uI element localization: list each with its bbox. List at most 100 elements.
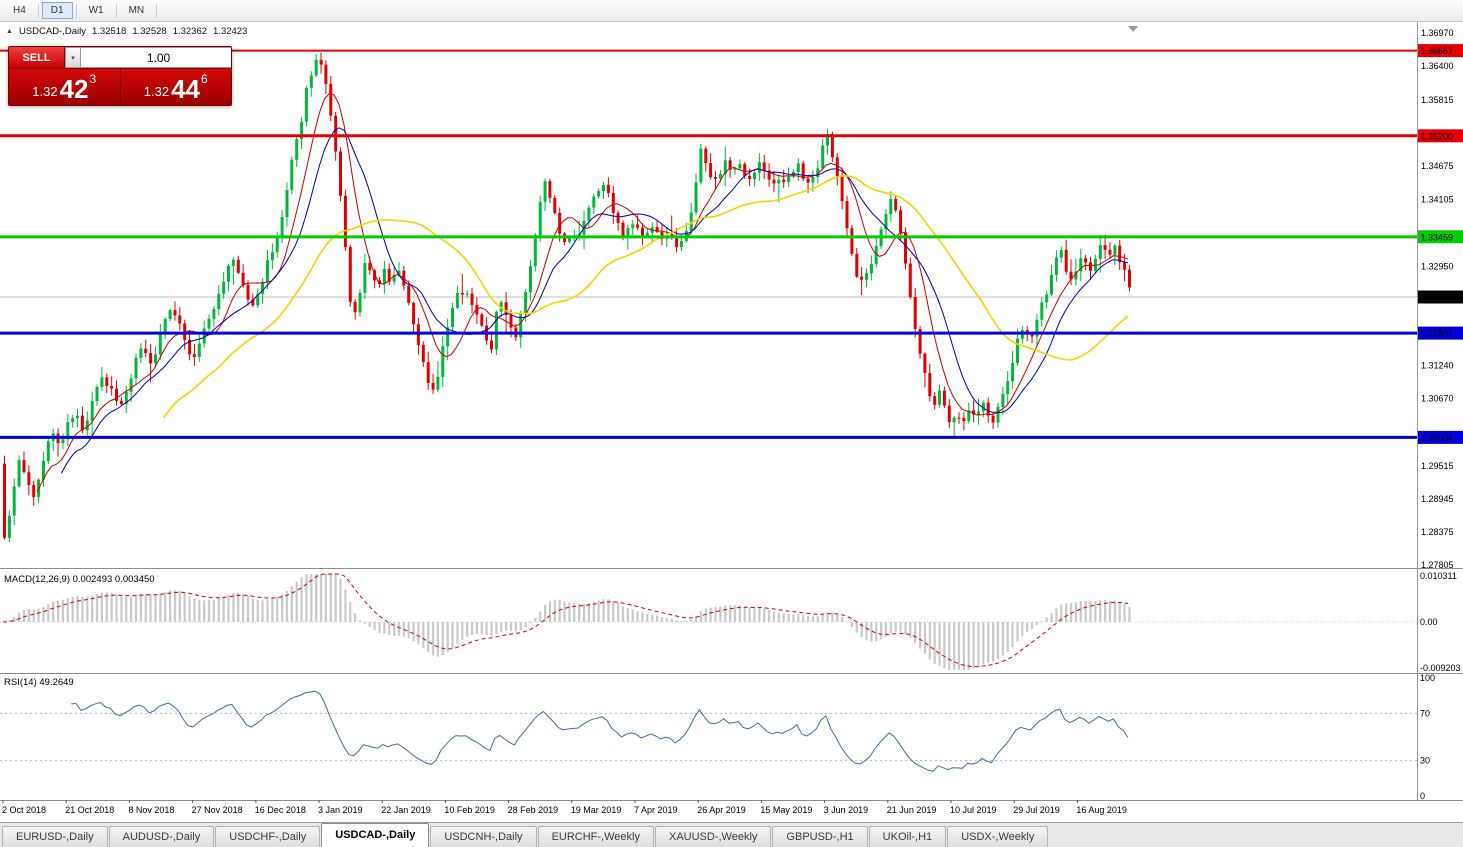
svg-text:27 Nov 2018: 27 Nov 2018 [192,805,243,815]
svg-text:1.33459: 1.33459 [1421,232,1454,242]
svg-text:22 Jan 2019: 22 Jan 2019 [381,805,431,815]
svg-text:1.32950: 1.32950 [1421,261,1454,271]
svg-text:10 Feb 2019: 10 Feb 2019 [444,805,495,815]
sell-price-button[interactable]: 1.32 42 3 [9,69,120,105]
toolbar-separator [37,3,39,18]
svg-text:10 Jul 2019: 10 Jul 2019 [950,805,997,815]
svg-text:15 May 2019: 15 May 2019 [760,805,812,815]
chart-tab-bar: EURUSD-,Daily AUDUSD-,Daily USDCHF-,Daily U… [0,822,1463,847]
chart-tab-usdchf-daily[interactable]: USDCHF-,Daily [215,826,321,847]
quote-low: 1.32362 [172,26,208,37]
svg-text:1.29515: 1.29515 [1421,461,1454,471]
chart-tab-usdcad-daily[interactable]: USDCAD-,Daily [321,823,430,847]
svg-text:30: 30 [1420,756,1430,766]
svg-text:1.34105: 1.34105 [1421,194,1454,204]
price-pane[interactable] [0,52,1417,543]
svg-text:1.35200: 1.35200 [1421,131,1454,141]
one-click-trading-panel: SELL ▾ ▴ BUY 1.32 42 3 1.32 44 6 [8,46,232,106]
svg-text:1.32423: 1.32423 [1421,293,1454,303]
timeframe-button-w1[interactable]: W1 [80,2,113,19]
rsi-line [71,690,1129,772]
macd-signal-line [2,573,1129,668]
svg-text:0.00: 0.00 [1420,617,1438,627]
macd-title: MACD(12,26,9) 0.002493 0.003450 [4,574,155,585]
chart-canvas[interactable]: 1.36970 1.36400 1.35815 1.34675 1.34105 1.329… [0,22,1463,822]
svg-text:1.30004: 1.30004 [1421,433,1454,443]
svg-text:1.34675: 1.34675 [1421,161,1454,171]
svg-text:26 Apr 2019: 26 Apr 2019 [697,805,746,815]
svg-text:70: 70 [1420,708,1430,718]
svg-text:-0.009203: -0.009203 [1420,663,1461,673]
svg-text:21 Oct 2018: 21 Oct 2018 [65,805,114,815]
timeframe-toolbar: H4 D1 W1 MN [0,0,1463,22]
sell-button[interactable]: SELL [9,47,65,68]
rsi-pane[interactable] [0,690,1417,772]
svg-text:19 Mar 2019: 19 Mar 2019 [571,805,622,815]
bid-big-digits: 42 [59,74,89,104]
quote-high: 1.32528 [132,26,167,37]
buy-price-button[interactable]: 1.32 44 6 [119,69,232,105]
chart-tab-ukoil-h1[interactable]: UKOil-,H1 [868,826,947,847]
quote-open: 1.32518 [91,26,127,37]
one-click-collapse-arrow-icon[interactable]: ▲ [6,28,13,35]
ma-mid-line [60,127,1129,474]
chart-tab-audusd-daily[interactable]: AUDUSD-,Daily [108,826,215,847]
chart-tab-gbpusd-h1[interactable]: GBPUSD-,H1 [772,826,868,847]
svg-text:1.31240: 1.31240 [1421,361,1454,371]
pane-titles: MACD(12,26,9) 0.002493 0.003450 RSI(14) 4… [4,574,155,688]
horizontal-levels[interactable] [0,49,1417,439]
svg-text:29 Jul 2019: 29 Jul 2019 [1013,805,1060,815]
symbol-info: ▲ USDCAD-,Daily 1.32518 1.32528 1.32362 … [6,26,247,37]
rsi-axis: 100 70 30 0 [1420,673,1435,801]
svg-text:2 Oct 2018: 2 Oct 2018 [2,805,46,815]
svg-text:0: 0 [1420,791,1425,801]
svg-text:1.36400: 1.36400 [1421,61,1454,71]
svg-text:28 Feb 2019: 28 Feb 2019 [508,805,559,815]
chart-tab-usdx-weekly[interactable]: USDX-,Weekly [947,826,1049,847]
chart-shift-marker-icon[interactable] [1128,26,1138,32]
chart-tab-usdcnh-daily[interactable]: USDCNH-,Daily [430,826,537,847]
svg-text:7 Apr 2019: 7 Apr 2019 [634,805,678,815]
chart-tab-xauusd-weekly[interactable]: XAUUSD-,Weekly [654,826,772,847]
volume-input[interactable] [81,47,231,68]
svg-text:1.30670: 1.30670 [1421,394,1454,404]
timeframe-button-d1[interactable]: D1 [41,2,73,19]
toolbar-separator [156,3,158,18]
macd-pane[interactable] [0,573,1417,670]
ask-sup-digit: 6 [201,72,208,86]
svg-text:1.36970: 1.36970 [1421,28,1454,38]
chart-tab-eurusd-daily[interactable]: EURUSD-,Daily [2,826,108,847]
volume-decrease-button[interactable]: ▾ [65,47,81,68]
svg-text:16 Aug 2019: 16 Aug 2019 [1076,805,1127,815]
macd-axis: 0.010311 0.00 -0.009203 [1420,571,1461,673]
toolbar-separator [75,3,77,18]
svg-text:16 Dec 2018: 16 Dec 2018 [255,805,306,815]
timeframe-button-mn[interactable]: MN [120,2,154,19]
chart-area[interactable]: 1.36970 1.36400 1.35815 1.34675 1.34105 1.329… [0,22,1463,822]
pane-separators[interactable] [0,22,1463,801]
one-click-prices: 1.32 42 3 1.32 44 6 [9,68,231,105]
toolbar-separator [115,3,117,18]
svg-text:21 Jun 2019: 21 Jun 2019 [887,805,937,815]
svg-text:1.28375: 1.28375 [1421,527,1454,537]
svg-text:1.31801: 1.31801 [1421,329,1454,339]
time-axis: 2 Oct 2018 21 Oct 2018 8 Nov 2018 27 Nov 20… [2,800,1127,815]
bid-sup-digit: 3 [89,72,97,86]
timeframe-button-h4[interactable]: H4 [4,2,35,19]
svg-text:100: 100 [1420,673,1435,683]
ask-small-digits: 1.32 [143,84,170,99]
svg-text:1.28945: 1.28945 [1421,494,1454,504]
svg-text:1.35815: 1.35815 [1421,95,1454,105]
ma-slow-line [163,174,1129,419]
svg-text:1.27805: 1.27805 [1421,560,1454,570]
ask-big-digits: 44 [171,74,201,104]
svg-text:3 Jan 2019: 3 Jan 2019 [318,805,363,815]
rsi-title: RSI(14) 49.2649 [4,677,74,688]
svg-text:0.010311: 0.010311 [1420,571,1457,581]
chart-tab-eurchf-weekly[interactable]: EURCHF-,Weekly [537,826,654,847]
one-click-controls: SELL ▾ ▴ BUY [9,47,231,68]
symbol-name: USDCAD-,Daily [18,26,86,37]
quote-close: 1.32423 [213,26,248,37]
bid-small-digits: 1.32 [32,84,58,99]
